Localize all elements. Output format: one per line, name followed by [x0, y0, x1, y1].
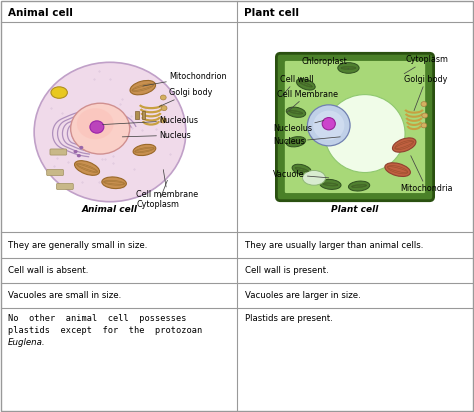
- Text: Golgi body: Golgi body: [404, 75, 447, 110]
- FancyBboxPatch shape: [284, 60, 426, 194]
- Text: Plant cell: Plant cell: [244, 8, 299, 18]
- Text: Vacuoles are small in size.: Vacuoles are small in size.: [8, 291, 121, 300]
- Ellipse shape: [102, 177, 127, 189]
- Text: Nucleolus: Nucleolus: [102, 116, 198, 125]
- Text: Plant cell: Plant cell: [331, 204, 379, 213]
- Ellipse shape: [286, 137, 306, 147]
- Text: Mitochondrion: Mitochondrion: [143, 72, 227, 86]
- Text: Euglena.: Euglena.: [8, 338, 46, 347]
- Ellipse shape: [385, 163, 410, 176]
- Text: No  other  animal  cell  possesses: No other animal cell possesses: [8, 314, 186, 323]
- Ellipse shape: [392, 138, 416, 152]
- Ellipse shape: [322, 117, 335, 130]
- Ellipse shape: [421, 102, 427, 106]
- FancyBboxPatch shape: [276, 53, 434, 201]
- Text: Golgi body: Golgi body: [159, 88, 212, 106]
- Ellipse shape: [320, 179, 341, 190]
- Ellipse shape: [77, 154, 81, 157]
- Ellipse shape: [160, 95, 166, 100]
- Text: Plastids are present.: Plastids are present.: [245, 314, 333, 323]
- Ellipse shape: [130, 80, 155, 95]
- Text: They are generally small in size.: They are generally small in size.: [8, 241, 147, 250]
- Ellipse shape: [34, 62, 186, 202]
- Ellipse shape: [421, 123, 427, 128]
- Ellipse shape: [292, 164, 311, 175]
- Text: Vacuoles are larger in size.: Vacuoles are larger in size.: [245, 291, 361, 300]
- FancyBboxPatch shape: [50, 149, 67, 155]
- Text: Cell Membrane: Cell Membrane: [277, 90, 338, 112]
- Ellipse shape: [73, 150, 78, 153]
- Ellipse shape: [313, 110, 344, 140]
- Ellipse shape: [302, 171, 326, 185]
- FancyBboxPatch shape: [46, 169, 64, 176]
- Ellipse shape: [71, 103, 130, 154]
- Ellipse shape: [348, 181, 370, 191]
- Ellipse shape: [296, 79, 315, 90]
- Ellipse shape: [286, 107, 306, 117]
- Ellipse shape: [338, 63, 359, 73]
- FancyBboxPatch shape: [56, 183, 73, 190]
- Text: Cell wall: Cell wall: [280, 75, 313, 96]
- Text: Mitochondria: Mitochondria: [400, 156, 453, 193]
- Ellipse shape: [79, 146, 83, 149]
- Ellipse shape: [161, 106, 167, 110]
- Ellipse shape: [90, 121, 104, 133]
- Text: Animal cell: Animal cell: [82, 204, 138, 213]
- Ellipse shape: [325, 95, 405, 173]
- Text: Chloroplast: Chloroplast: [301, 57, 348, 69]
- Ellipse shape: [308, 105, 350, 146]
- Ellipse shape: [74, 161, 100, 176]
- Text: Nucleus: Nucleus: [122, 131, 191, 140]
- Text: Vacuole: Vacuole: [273, 170, 329, 179]
- Bar: [136, 110, 139, 119]
- Text: Cell membrane: Cell membrane: [136, 170, 198, 199]
- Bar: [142, 110, 145, 119]
- Ellipse shape: [133, 144, 156, 156]
- Ellipse shape: [77, 108, 114, 139]
- Text: Cytoplasm: Cytoplasm: [404, 55, 449, 74]
- Ellipse shape: [422, 113, 428, 118]
- Ellipse shape: [51, 87, 67, 98]
- Text: plastids  except  for  the  protozoan: plastids except for the protozoan: [8, 326, 202, 335]
- Text: Nucleolus: Nucleolus: [273, 120, 324, 133]
- Text: Nucleus: Nucleus: [273, 137, 340, 146]
- Ellipse shape: [160, 118, 166, 123]
- Text: Cell wall is present.: Cell wall is present.: [245, 266, 329, 275]
- Text: They are usually larger than animal cells.: They are usually larger than animal cell…: [245, 241, 423, 250]
- Text: Animal cell: Animal cell: [8, 8, 73, 18]
- Text: Cell wall is absent.: Cell wall is absent.: [8, 266, 88, 275]
- Text: Cytoplasm: Cytoplasm: [136, 180, 179, 209]
